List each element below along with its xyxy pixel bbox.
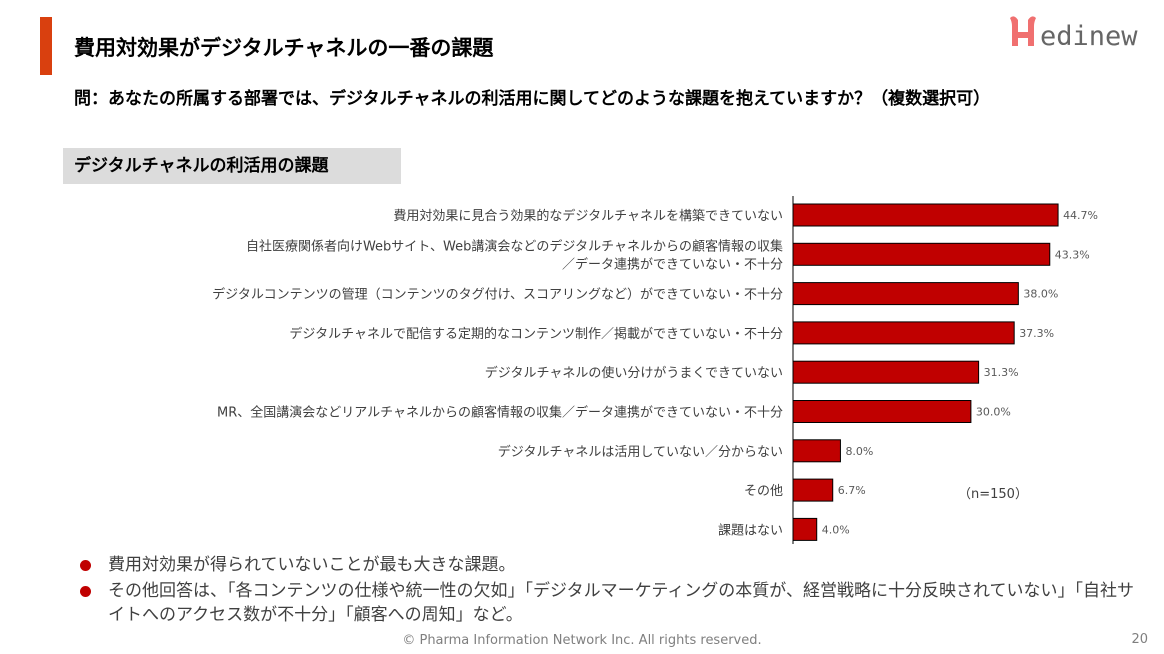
category-label: 課題はない — [718, 522, 783, 538]
bar — [792, 439, 841, 463]
category-label: デジタルチャネルで配信する定期的なコンテンツ制作／掲載ができていない・不十分 — [289, 326, 783, 342]
section-label: デジタルチャネルの利活用の課題 — [63, 148, 401, 184]
data-label: 8.0% — [845, 445, 873, 458]
category-label: MR、全国講演会などリアルチャネルからの顧客情報の収集／データ連携ができていない… — [217, 405, 783, 421]
svg-text:edinew: edinew — [1040, 21, 1138, 52]
bar — [792, 321, 1015, 345]
survey-question: 問：あなたの所属する部署では、デジタルチャネルの利活用に関してどのような課題を抱… — [74, 89, 991, 109]
category-label: デジタルチャネルの使い分けがうまくできていない — [485, 365, 783, 381]
data-label: 43.3% — [1055, 248, 1090, 261]
category-label: 費用対効果に見合う効果的なデジタルチャネルを構築できていない — [393, 208, 783, 224]
data-label: 44.7% — [1063, 209, 1098, 222]
category-label: デジタルコンテンツの管理（コンテンツのタグ付け、スコアリングなど）ができていない… — [212, 287, 783, 303]
sample-size-annotation: （n=150） — [958, 487, 1028, 502]
bar — [792, 517, 818, 541]
data-label: 38.0% — [1023, 288, 1058, 301]
category-label: 自社医療関係者向けWebサイト、Web講演会などのデジタルチャネルからの顧客情報… — [246, 238, 783, 254]
medinew-logo: edinew — [1010, 16, 1138, 52]
data-label: 37.3% — [1019, 327, 1054, 340]
page-title: 費用対効果がデジタルチャネルの一番の課題 — [74, 36, 494, 60]
bar — [792, 478, 834, 502]
page-number: 20 — [1131, 632, 1148, 647]
category-label: ／データ連携ができていない・不十分 — [562, 256, 783, 272]
category-label: デジタルチャネルは活用していない／分からない — [498, 444, 783, 460]
bar — [792, 282, 1019, 306]
copyright-footer: © Pharma Information Network Inc. All ri… — [402, 633, 762, 648]
bullet-item: 費用対効果が得られていないことが最も大きな課題。 — [78, 553, 1148, 577]
bar — [792, 242, 1051, 266]
summary-bullets: 費用対効果が得られていないことが最も大きな課題。 その他回答は、「各コンテンツの… — [78, 553, 1148, 629]
title-accent-bar — [40, 17, 52, 75]
data-label: 4.0% — [822, 523, 850, 536]
data-label: 6.7% — [838, 484, 866, 497]
data-label: 30.0% — [976, 406, 1011, 419]
category-label: その他 — [744, 484, 783, 499]
data-label: 31.3% — [984, 366, 1019, 379]
bullet-item: その他回答は、「各コンテンツの仕様や統一性の欠如」「デジタルマーケティングの本質… — [78, 579, 1148, 627]
bar — [792, 203, 1059, 227]
bar — [792, 400, 972, 423]
bar — [792, 360, 980, 384]
